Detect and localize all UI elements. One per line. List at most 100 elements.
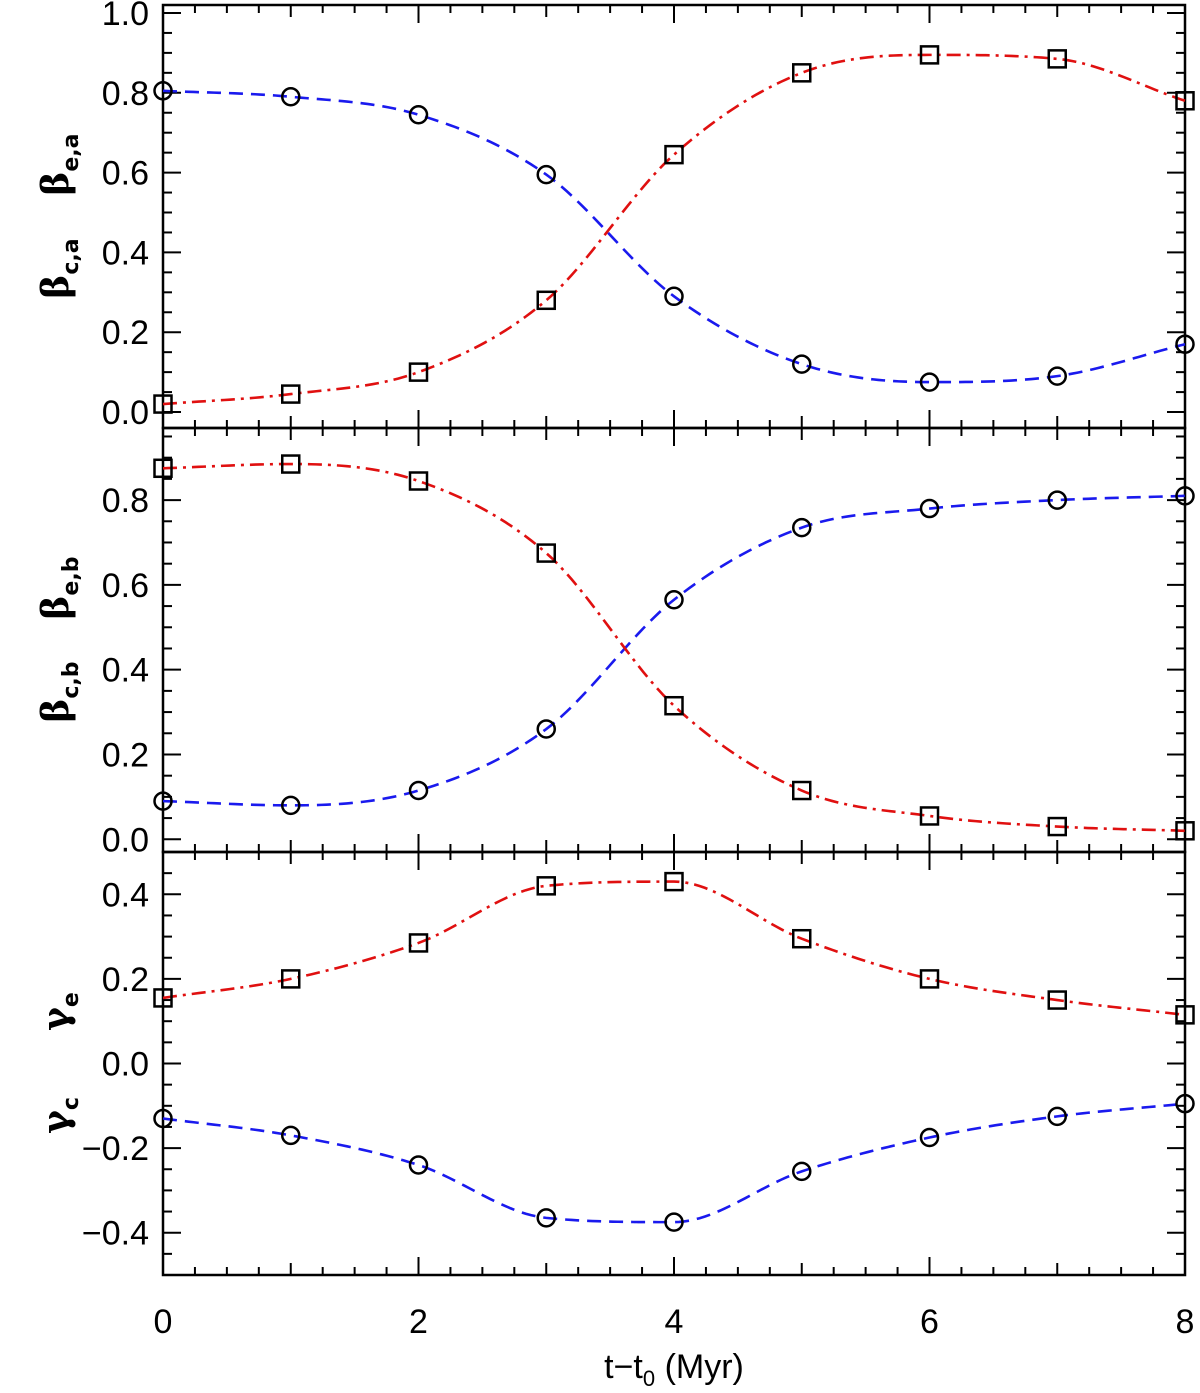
y-tick-label: 0.0 bbox=[102, 394, 149, 432]
y-tick-label: −0.2 bbox=[82, 1130, 149, 1168]
data-point-beta_c,b bbox=[408, 780, 429, 801]
data-point-beta_e,b bbox=[664, 695, 684, 716]
y-label-e-symbol: β bbox=[35, 172, 77, 196]
y-tick-label: 0.8 bbox=[102, 482, 149, 520]
series-line-gamma_c bbox=[162, 1102, 1186, 1224]
data-point-beta_c,a bbox=[153, 81, 173, 101]
y-tick-label: 0.4 bbox=[102, 652, 149, 690]
y-tick-label: 0.6 bbox=[102, 155, 149, 193]
panel-middle: 0.00.20.40.60.8βc,bβe,b bbox=[35, 426, 1195, 859]
panel-frame bbox=[161, 850, 1187, 1277]
data-point-beta_e,b bbox=[281, 454, 301, 474]
data-point-beta_e,b bbox=[408, 471, 429, 491]
data-point-beta_e,b bbox=[919, 806, 940, 826]
series-line-beta_e,b bbox=[162, 462, 1186, 833]
data-point-beta_e,a bbox=[1047, 49, 1067, 69]
data-point-gamma_c bbox=[153, 1108, 173, 1129]
series-line-beta_c,a bbox=[162, 89, 1186, 384]
data-point-gamma_e bbox=[792, 928, 812, 949]
data-point-beta_c,b bbox=[536, 719, 556, 739]
data-point-beta_e,a bbox=[536, 290, 556, 311]
data-point-gamma_e bbox=[919, 969, 940, 989]
y-tick-label: 0.0 bbox=[102, 821, 149, 859]
y-label-e-subscript: e,a bbox=[59, 133, 84, 171]
y-label-e-symbol: β bbox=[35, 596, 77, 620]
data-point-beta_e,b bbox=[1175, 821, 1195, 841]
x-tick-label: 6 bbox=[920, 1303, 939, 1341]
data-point-gamma_e bbox=[664, 871, 684, 892]
data-point-beta_c,b bbox=[664, 589, 684, 610]
y-tick-label: 0.0 bbox=[102, 1046, 149, 1084]
y-tick-label: −0.4 bbox=[82, 1215, 149, 1253]
data-point-beta_c,b bbox=[153, 791, 173, 811]
x-tick-label: 8 bbox=[1176, 1303, 1195, 1341]
data-point-gamma_e bbox=[536, 876, 556, 896]
data-point-gamma_c bbox=[664, 1212, 684, 1232]
data-point-beta_c,a bbox=[792, 354, 812, 374]
series-line-gamma_e bbox=[162, 880, 1186, 1017]
data-point-gamma_c bbox=[792, 1161, 812, 1182]
x-tick-label: 4 bbox=[665, 1303, 684, 1341]
y-tick-label: 0.2 bbox=[102, 314, 149, 352]
data-point-beta_c,b bbox=[281, 795, 301, 816]
data-point-beta_e,a bbox=[1175, 91, 1195, 111]
y-label-c-subscript: c bbox=[59, 1097, 84, 1110]
y-label-c: βc,a bbox=[35, 238, 84, 298]
y-label-e-subscript: e bbox=[59, 992, 84, 1007]
data-point-beta_e,b bbox=[1047, 816, 1067, 837]
y-tick-label: 1.0 bbox=[102, 0, 149, 33]
data-point-beta_c,a bbox=[664, 286, 684, 307]
y-label-c: γc bbox=[35, 1097, 84, 1134]
y-label-c-subscript: c,a bbox=[59, 238, 84, 274]
panel-frame bbox=[161, 3, 1187, 430]
data-point-beta_e,b bbox=[792, 780, 812, 801]
data-point-beta_e,a bbox=[919, 45, 940, 65]
data-point-gamma_c bbox=[919, 1127, 940, 1148]
data-point-beta_c,b bbox=[919, 498, 940, 519]
data-point-beta_c,a bbox=[281, 87, 301, 107]
data-point-beta_e,a bbox=[153, 394, 173, 414]
y-label-e: βe,a bbox=[35, 133, 84, 195]
data-point-gamma_e bbox=[408, 933, 429, 953]
y-label-c-symbol: β bbox=[35, 699, 77, 723]
data-point-beta_c,a bbox=[408, 104, 429, 125]
x-axis-title-main: t−t bbox=[604, 1348, 643, 1386]
panel-frame bbox=[161, 426, 1187, 854]
x-axis-title-subscript: 0 bbox=[643, 1366, 655, 1391]
y-tick-label: 0.2 bbox=[102, 961, 149, 999]
data-point-gamma_e bbox=[153, 988, 173, 1008]
y-tick-label: 0.2 bbox=[102, 736, 149, 774]
y-label-c-subscript: c,b bbox=[59, 661, 84, 698]
data-point-beta_e,a bbox=[408, 362, 429, 382]
data-point-beta_c,a bbox=[536, 164, 556, 185]
data-point-beta_c,b bbox=[1175, 486, 1195, 506]
data-point-gamma_e bbox=[281, 969, 301, 989]
data-point-beta_c,a bbox=[1047, 366, 1067, 386]
data-point-gamma_c bbox=[536, 1208, 556, 1228]
y-label-e: βe,b bbox=[35, 557, 84, 620]
data-point-gamma_c bbox=[1175, 1093, 1195, 1114]
y-label-c-symbol: γ bbox=[35, 1110, 77, 1134]
x-axis-title: t−t0 (Myr) bbox=[604, 1348, 744, 1391]
data-point-gamma_c bbox=[281, 1125, 301, 1146]
data-point-beta_e,b bbox=[153, 458, 173, 479]
data-point-beta_c,a bbox=[919, 372, 940, 392]
data-point-gamma_e bbox=[1175, 1005, 1195, 1025]
data-point-beta_c,a bbox=[1175, 334, 1195, 354]
y-tick-label: 0.4 bbox=[102, 876, 149, 914]
y-tick-label: 0.6 bbox=[102, 567, 149, 605]
data-point-beta_c,b bbox=[792, 517, 812, 538]
y-tick-label: 0.4 bbox=[102, 234, 149, 272]
data-point-gamma_c bbox=[1047, 1106, 1067, 1127]
x-tick-label: 0 bbox=[154, 1303, 173, 1341]
data-point-gamma_c bbox=[408, 1155, 429, 1175]
y-label-e: γe bbox=[35, 992, 84, 1031]
data-point-gamma_e bbox=[1047, 990, 1067, 1010]
data-point-beta_e,b bbox=[536, 543, 556, 563]
y-label-e-symbol: γ bbox=[35, 1007, 77, 1031]
data-point-beta_e,a bbox=[792, 63, 812, 83]
series-line-beta_e,a bbox=[162, 53, 1186, 406]
x-tick-label: 2 bbox=[409, 1303, 428, 1341]
